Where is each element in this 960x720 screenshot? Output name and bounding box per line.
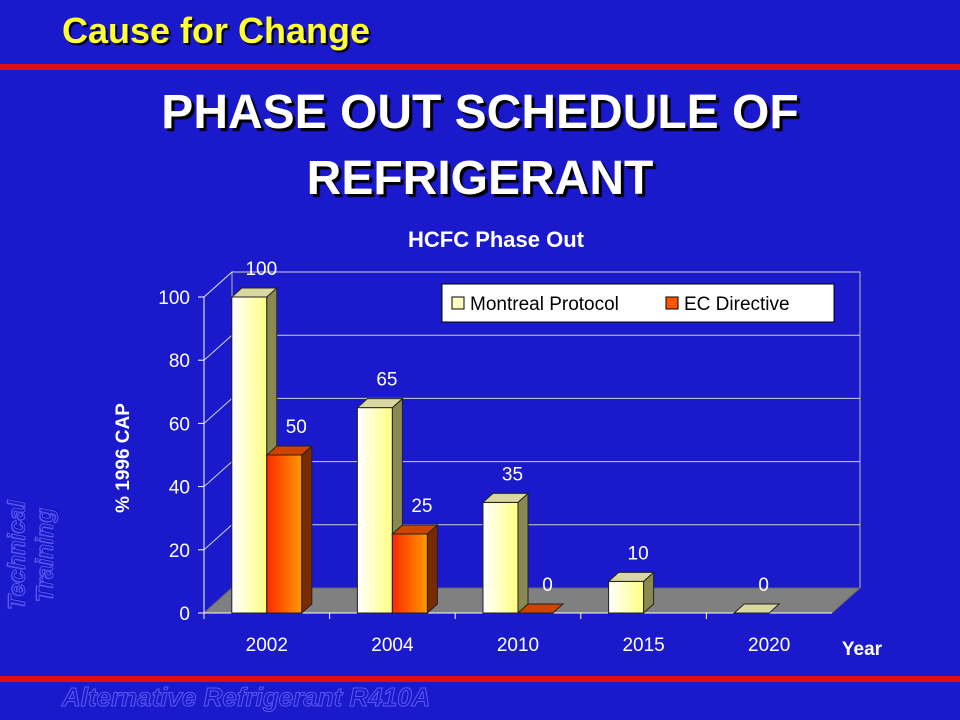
bar-front bbox=[391, 533, 428, 614]
bar-side bbox=[301, 444, 313, 615]
x-tick-label: 2002 bbox=[246, 635, 288, 656]
gridline-side bbox=[203, 398, 233, 424]
bar-top bbox=[516, 603, 565, 614]
gridline-side bbox=[203, 271, 233, 298]
x-tick-label: 2004 bbox=[371, 635, 414, 656]
slide-title-line2: REFRIGERANT bbox=[306, 152, 654, 205]
bar-front bbox=[231, 296, 268, 614]
bar-value-label: 10 bbox=[628, 543, 649, 564]
y-tick-label: 0 bbox=[179, 604, 190, 625]
section-title: Cause for Change bbox=[62, 10, 371, 51]
x-tick-label: 2020 bbox=[748, 635, 790, 656]
bar-front bbox=[266, 454, 303, 614]
top-divider bbox=[0, 64, 960, 70]
bar-value-label: 0 bbox=[758, 575, 769, 596]
bar-top bbox=[265, 445, 314, 456]
gridline-side bbox=[203, 524, 233, 551]
legend-label-montreal: Montreal Protocol bbox=[470, 294, 619, 315]
y-tick-label: 60 bbox=[169, 414, 190, 435]
y-tick-label: 20 bbox=[169, 541, 190, 562]
legend-label-ec: EC Directive bbox=[684, 294, 790, 315]
y-axis-label: % 1996 CAP bbox=[113, 403, 134, 513]
bar-value-label: 0 bbox=[542, 575, 553, 596]
y-tick-label: 100 bbox=[158, 288, 190, 309]
side-wall bbox=[203, 270, 233, 615]
legend-box bbox=[441, 283, 835, 323]
bar-side bbox=[426, 523, 438, 615]
bottom-divider bbox=[0, 676, 960, 682]
slide-title-line1: PHASE OUT SCHEDULE OF bbox=[161, 86, 799, 139]
x-tick-label: 2010 bbox=[497, 635, 539, 656]
bar-top bbox=[732, 603, 781, 614]
bar-top bbox=[607, 571, 655, 582]
y-tick-label: 40 bbox=[169, 478, 190, 499]
bar-value-label: 65 bbox=[376, 370, 397, 391]
bar-side bbox=[517, 492, 529, 615]
bar-top bbox=[481, 492, 530, 503]
y-tick-label: 80 bbox=[169, 351, 190, 372]
slide-title: PHASE OUT SCHEDULE OF REFRIGERANT bbox=[0, 80, 960, 212]
bar-front bbox=[356, 407, 393, 614]
bar-front bbox=[608, 580, 645, 614]
chart-title: HCFC Phase Out bbox=[408, 227, 585, 252]
gridline-side bbox=[203, 334, 233, 361]
bar-top bbox=[230, 287, 279, 298]
bar-top bbox=[391, 524, 439, 535]
legend-swatch-montreal bbox=[451, 296, 465, 310]
bar-value-label: 25 bbox=[411, 496, 432, 517]
bar-value-label: 50 bbox=[286, 417, 307, 438]
footer-text: Alternative Refrigerant R410A bbox=[61, 682, 431, 713]
legend-swatch-ec bbox=[665, 296, 679, 310]
bar-value-label: 100 bbox=[245, 259, 277, 280]
bar-value-label: 35 bbox=[502, 464, 523, 485]
bar-front bbox=[482, 501, 519, 614]
gridline-side bbox=[203, 461, 233, 487]
x-axis-label: Year bbox=[842, 639, 883, 660]
bar-top bbox=[356, 398, 404, 409]
x-tick-label: 2015 bbox=[622, 635, 664, 656]
